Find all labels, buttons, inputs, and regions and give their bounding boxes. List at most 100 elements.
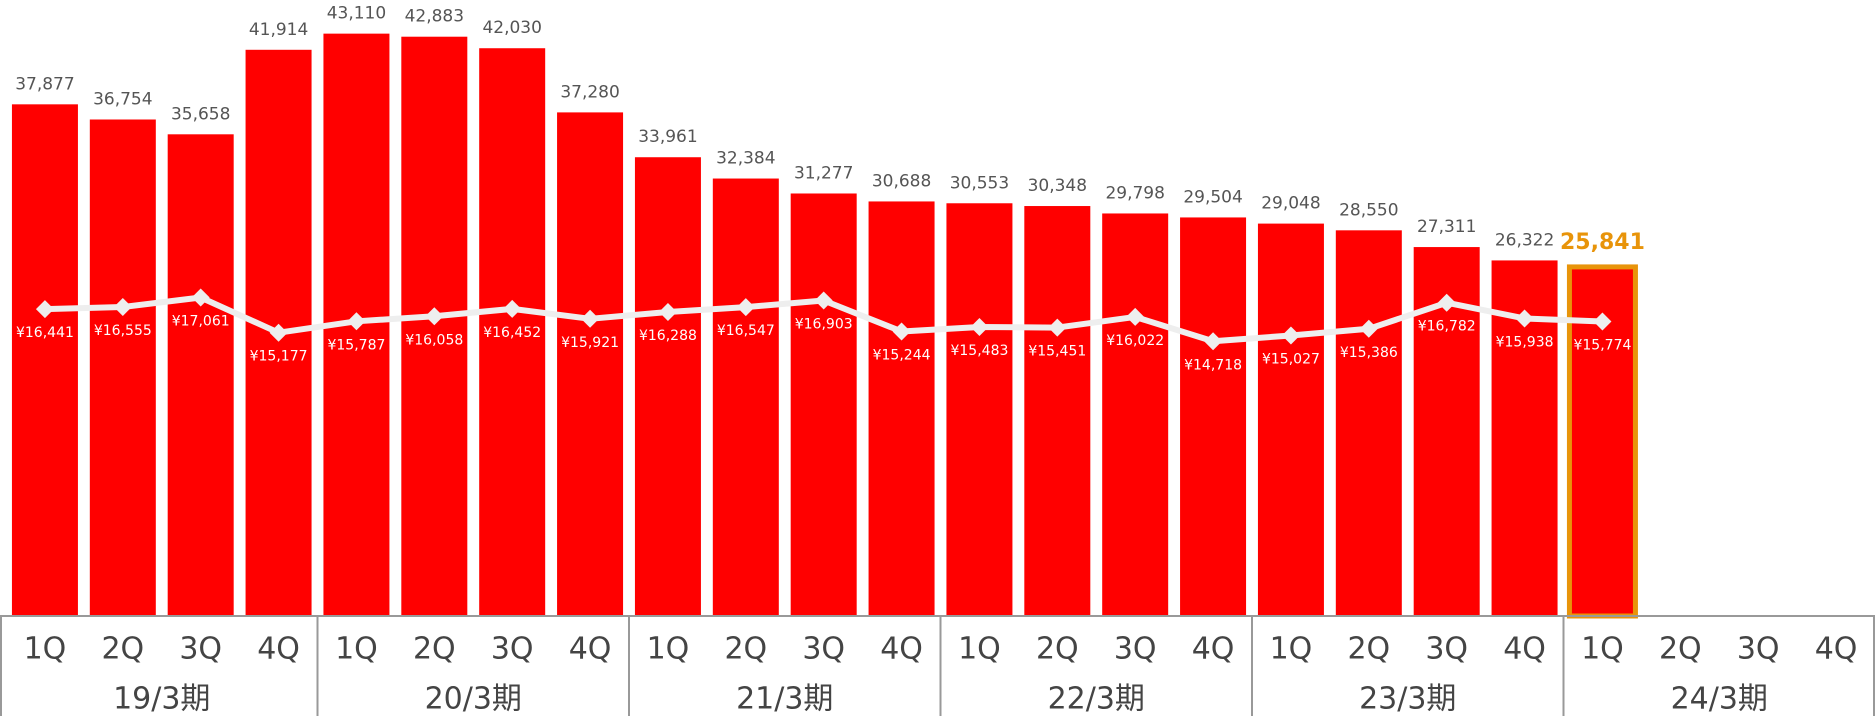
quarter-label: 3Q bbox=[179, 632, 222, 667]
line-marker bbox=[191, 288, 210, 307]
line-marker bbox=[1204, 332, 1223, 351]
line-marker bbox=[658, 302, 677, 321]
line-value-label: ¥15,774 bbox=[1573, 338, 1631, 354]
line-value-label: ¥16,547 bbox=[717, 323, 775, 339]
bar-value-label: 30,688 bbox=[872, 171, 931, 191]
line-marker bbox=[1437, 293, 1456, 312]
line-marker bbox=[736, 298, 755, 317]
bar bbox=[479, 48, 546, 616]
line-value-label: ¥15,027 bbox=[1262, 351, 1320, 367]
quarter-label: 4Q bbox=[880, 632, 923, 667]
bar bbox=[1102, 213, 1169, 616]
line-value-label: ¥16,441 bbox=[16, 325, 74, 341]
bar-value-label: 30,348 bbox=[1028, 176, 1087, 196]
line-marker bbox=[1515, 309, 1534, 328]
line-value-label: ¥15,938 bbox=[1496, 334, 1554, 350]
bar-value-label: 36,754 bbox=[93, 89, 152, 109]
bar bbox=[1335, 230, 1402, 616]
quarter-label: 2Q bbox=[1659, 632, 1702, 667]
line-value-label: ¥14,718 bbox=[1184, 357, 1242, 373]
quarter-label: 1Q bbox=[958, 632, 1001, 667]
line-marker bbox=[1126, 307, 1145, 326]
bar-value-label: 41,914 bbox=[249, 20, 308, 40]
line-value-label: ¥15,177 bbox=[250, 349, 308, 365]
line-value-label: ¥15,921 bbox=[561, 335, 619, 351]
line-value-label: ¥15,451 bbox=[1028, 344, 1086, 360]
quarter-label: 2Q bbox=[101, 632, 144, 667]
quarter-label: 4Q bbox=[1815, 632, 1858, 667]
bar bbox=[790, 193, 857, 616]
bar-value-label: 37,280 bbox=[560, 82, 619, 102]
bar bbox=[1257, 223, 1324, 616]
bar bbox=[946, 203, 1013, 617]
bar-value-label: 33,961 bbox=[638, 127, 697, 147]
line-marker bbox=[892, 322, 911, 341]
bar bbox=[11, 104, 78, 616]
bar bbox=[167, 134, 234, 617]
quarter-label: 1Q bbox=[647, 632, 690, 667]
quarter-label: 4Q bbox=[1503, 632, 1546, 667]
bar-value-label: 29,798 bbox=[1105, 183, 1164, 203]
line-value-label: ¥16,288 bbox=[639, 328, 697, 344]
quarter-label: 3Q bbox=[1114, 632, 1157, 667]
bar bbox=[1024, 206, 1091, 617]
quarter-label: 1Q bbox=[24, 632, 67, 667]
line-marker bbox=[1359, 319, 1378, 338]
bar-value-label: 32,384 bbox=[716, 149, 775, 169]
quarter-label: 4Q bbox=[1192, 632, 1235, 667]
quarter-label: 4Q bbox=[257, 632, 300, 667]
bar bbox=[89, 119, 156, 616]
group-label: 24/3期 bbox=[1671, 682, 1768, 716]
bar-value-label: 29,048 bbox=[1261, 194, 1320, 214]
bar bbox=[1180, 217, 1247, 616]
bar-value-label: 28,550 bbox=[1339, 200, 1398, 220]
group-label: 19/3期 bbox=[113, 682, 210, 716]
quarter-label: 2Q bbox=[1347, 632, 1390, 667]
bar-value-label: 43,110 bbox=[327, 4, 386, 24]
group-label: 20/3期 bbox=[425, 682, 522, 716]
bar-value-label: 31,277 bbox=[794, 163, 853, 183]
bar-value-label: 25,841 bbox=[1560, 230, 1645, 255]
quarter-label: 2Q bbox=[413, 632, 456, 667]
quarter-label: 3Q bbox=[491, 632, 534, 667]
quarter-label: 2Q bbox=[1036, 632, 1079, 667]
line-marker bbox=[814, 291, 833, 310]
bar bbox=[401, 36, 468, 617]
bar-value-label: 42,883 bbox=[405, 7, 464, 27]
line-marker bbox=[35, 300, 54, 319]
quarter-label: 1Q bbox=[1581, 632, 1624, 667]
bar-value-label: 37,877 bbox=[15, 74, 74, 94]
bar-value-label: 29,504 bbox=[1183, 187, 1242, 207]
line-marker bbox=[425, 307, 444, 326]
line-marker bbox=[347, 312, 366, 331]
quarter-label: 1Q bbox=[335, 632, 378, 667]
line-marker bbox=[581, 309, 600, 328]
bar-value-label: 26,322 bbox=[1495, 230, 1554, 250]
bar bbox=[634, 157, 701, 617]
line-value-label: ¥16,022 bbox=[1106, 333, 1164, 349]
quarter-label: 2Q bbox=[724, 632, 767, 667]
line-value-label: ¥16,782 bbox=[1418, 319, 1476, 335]
line-marker bbox=[503, 299, 522, 318]
line-value-label: ¥15,386 bbox=[1340, 345, 1398, 361]
bar-value-label: 27,311 bbox=[1417, 217, 1476, 237]
quarter-label: 3Q bbox=[802, 632, 845, 667]
line-marker bbox=[1048, 318, 1067, 337]
line-marker bbox=[1281, 326, 1300, 345]
bar-value-label: 30,553 bbox=[950, 173, 1009, 193]
line-value-label: ¥15,244 bbox=[873, 347, 931, 363]
group-label: 21/3期 bbox=[736, 682, 833, 716]
line-marker bbox=[1593, 312, 1612, 331]
bar bbox=[712, 178, 779, 617]
line-marker bbox=[269, 323, 288, 342]
line-marker bbox=[970, 317, 989, 336]
bar-value-label: 42,030 bbox=[482, 18, 541, 38]
group-label: 23/3期 bbox=[1359, 682, 1456, 716]
line-value-label: ¥16,058 bbox=[405, 332, 463, 348]
line-marker bbox=[113, 297, 132, 316]
bar bbox=[557, 112, 624, 617]
line-value-label: ¥16,555 bbox=[94, 323, 152, 339]
line-value-label: ¥16,903 bbox=[795, 316, 853, 332]
quarter-label: 4Q bbox=[569, 632, 612, 667]
